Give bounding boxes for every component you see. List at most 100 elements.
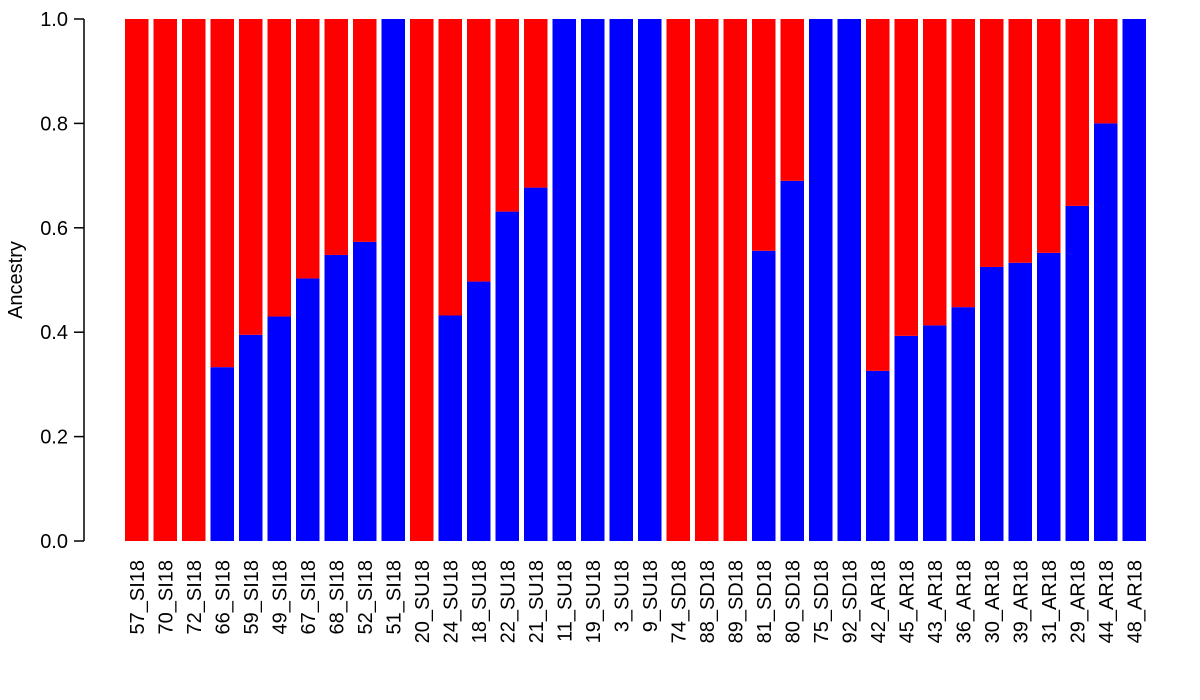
x-tick-label: 52_SI18	[355, 560, 377, 635]
bar-segment-44_AR18-blue	[1094, 123, 1118, 542]
bar-segment-67_SI18-red	[296, 19, 320, 279]
bar-segment-66_SI18-blue	[210, 367, 234, 541]
bar-segment-22_SU18-blue	[495, 211, 519, 541]
x-tick-label: 49_SI18	[269, 560, 291, 635]
bar-segment-18_SU18-blue	[467, 281, 491, 541]
x-tick-label: 44_AR18	[1096, 560, 1118, 643]
bar-segment-30_AR18-blue	[980, 266, 1004, 541]
x-tick-label: 29_AR18	[1067, 560, 1089, 643]
bar-segment-31_AR18-red	[1037, 19, 1061, 253]
x-tick-label: 43_AR18	[925, 560, 947, 643]
bar-segment-67_SI18-blue	[296, 278, 320, 541]
x-tick-labels: 57_SI18 70_SI18 72_SI18 66_SI18 59_SI18 49_SI…	[127, 560, 1147, 643]
x-tick-label: 31_AR18	[1039, 560, 1061, 643]
bar-segment-68_SI18-red	[324, 19, 348, 255]
x-tick-label: 36_AR18	[953, 560, 975, 643]
y-tick-label: 1.0	[40, 9, 68, 31]
bar-segment-52_SI18-red	[353, 19, 377, 242]
bar-segment-70_SI18-red	[153, 19, 177, 541]
bar-segment-88_SD18-red	[695, 19, 719, 541]
bar-segment-42_AR18-blue	[866, 370, 890, 541]
x-tick-label: 3_SU18	[611, 560, 633, 632]
bar-segment-81_SD18-blue	[752, 250, 776, 541]
x-tick-label: 51_SI18	[383, 560, 405, 635]
bar-segment-45_AR18-red	[894, 19, 918, 336]
bar-segment-36_AR18-red	[951, 19, 975, 308]
bar-segment-72_SI18-red	[182, 19, 206, 541]
x-tick-label: 18_SU18	[469, 560, 491, 643]
bar-segment-89_SD18-red	[723, 19, 747, 541]
x-tick-label: 48_AR18	[1124, 560, 1146, 643]
y-tick-label: 0.8	[40, 113, 68, 135]
x-tick-label: 80_SD18	[782, 560, 804, 643]
bar-segment-74_SD18-red	[666, 19, 690, 541]
x-tick-label: 57_SI18	[127, 560, 149, 635]
x-tick-label: 92_SD18	[839, 560, 861, 643]
bar-segment-44_AR18-red	[1094, 19, 1118, 124]
y-axis-label: Ancestry	[5, 241, 27, 319]
x-tick-label: 19_SU18	[583, 560, 605, 643]
x-tick-label: 45_AR18	[896, 560, 918, 643]
bar-segment-39_AR18-red	[1008, 19, 1032, 263]
bar-segment-11_SU18-blue	[552, 19, 576, 541]
bar-segment-57_SI18-red	[125, 19, 149, 541]
bar-segment-68_SI18-blue	[324, 254, 348, 541]
bars-layer	[125, 19, 1146, 542]
x-tick-label: 89_SD18	[725, 560, 747, 643]
x-tick-label: 68_SI18	[326, 560, 348, 635]
bar-segment-29_AR18-red	[1065, 19, 1089, 206]
bar-segment-24_SU18-blue	[438, 315, 462, 541]
bar-segment-29_AR18-blue	[1065, 205, 1089, 541]
x-tick-label: 70_SI18	[155, 560, 177, 635]
bar-segment-59_SI18-blue	[239, 334, 263, 541]
bar-segment-43_AR18-red	[923, 19, 947, 326]
x-tick-label: 9_SU18	[640, 560, 662, 632]
bar-segment-49_SI18-blue	[267, 316, 291, 541]
x-tick-label: 20_SU18	[412, 560, 434, 643]
bar-segment-66_SI18-red	[210, 19, 234, 368]
x-tick-label: 66_SI18	[212, 560, 234, 635]
y-tick-label: 0.0	[40, 531, 68, 553]
x-tick-label: 74_SD18	[668, 560, 690, 643]
x-tick-label: 30_AR18	[982, 560, 1004, 643]
bar-segment-19_SU18-blue	[581, 19, 605, 541]
bar-segment-45_AR18-blue	[894, 335, 918, 541]
bar-segment-80_SD18-blue	[780, 180, 804, 541]
bar-segment-49_SI18-red	[267, 19, 291, 317]
bar-segment-51_SI18-blue	[381, 19, 405, 541]
x-tick-label: 67_SI18	[298, 560, 320, 635]
y-tick-label: 0.2	[40, 427, 68, 449]
bar-segment-43_AR18-blue	[923, 325, 947, 541]
bar-segment-9_SU18-blue	[638, 19, 662, 541]
x-tick-label: 22_SU18	[497, 560, 519, 643]
bar-segment-24_SU18-red	[438, 19, 462, 316]
x-tick-label: 24_SU18	[440, 560, 462, 643]
x-tick-label: 42_AR18	[868, 560, 890, 643]
bar-segment-20_SU18-red	[410, 19, 434, 541]
x-tick-label: 11_SU18	[554, 560, 576, 642]
x-tick-label: 59_SI18	[241, 560, 263, 635]
x-tick-label: 72_SI18	[184, 560, 206, 635]
bar-segment-18_SU18-red	[467, 19, 491, 282]
bar-segment-59_SI18-red	[239, 19, 263, 335]
bar-segment-36_AR18-blue	[951, 307, 975, 541]
bar-segment-3_SU18-blue	[609, 19, 633, 541]
y-axis: 0.0 0.2 0.4 0.6 0.8 1.0	[40, 9, 85, 553]
bar-segment-92_SD18-blue	[837, 19, 861, 541]
x-tick-label: 21_SU18	[526, 560, 548, 643]
bar-segment-21_SU18-blue	[524, 187, 548, 542]
y-tick-label: 0.6	[40, 218, 68, 240]
bar-segment-22_SU18-red	[495, 19, 519, 212]
x-tick-label: 81_SD18	[754, 560, 776, 643]
x-tick-label: 39_AR18	[1010, 560, 1032, 643]
bar-segment-21_SU18-red	[524, 19, 548, 188]
bar-segment-30_AR18-red	[980, 19, 1004, 267]
bar-segment-75_SD18-blue	[809, 19, 833, 541]
bar-segment-31_AR18-blue	[1037, 252, 1061, 542]
x-tick-label: 88_SD18	[697, 560, 719, 643]
bar-segment-81_SD18-red	[752, 19, 776, 251]
bar-segment-39_AR18-blue	[1008, 262, 1032, 541]
y-tick-label: 0.4	[40, 322, 68, 344]
